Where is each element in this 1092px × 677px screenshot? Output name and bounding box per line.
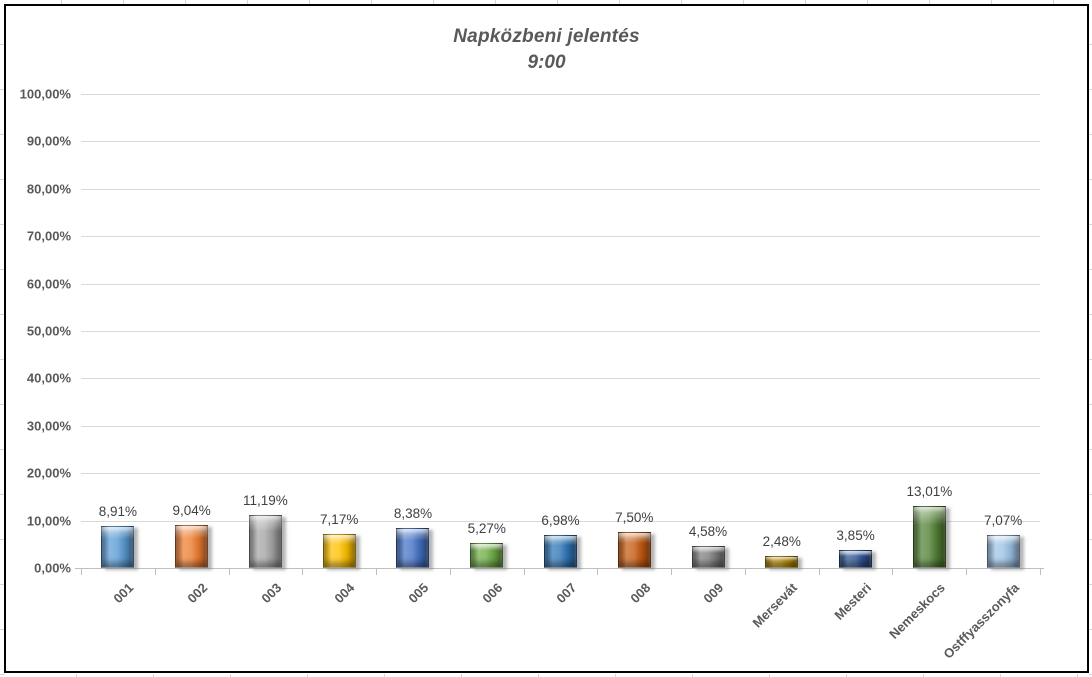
x-axis-tick <box>376 569 378 575</box>
gridline <box>81 378 1040 380</box>
data-label: 7,50% <box>615 510 654 526</box>
x-axis-category-label: 006 <box>479 580 506 606</box>
x-axis-category-label: Nemeskocs <box>886 580 948 642</box>
sheet-gridlines-bottom <box>0 674 1092 677</box>
x-axis-tick <box>154 569 156 575</box>
bar-001 <box>101 525 135 568</box>
x-axis-tick <box>302 569 304 575</box>
y-axis-tick-label: 30,00% <box>26 418 71 434</box>
y-axis-tick-label: 90,00% <box>26 133 71 149</box>
data-label: 2,48% <box>762 534 801 550</box>
sheet-gridlines-left <box>0 0 5 677</box>
y-axis-tick-label: 40,00% <box>26 370 71 386</box>
plot-area: 8,91% 9,04% 11,19% 7,17% 8,38% 5,27% 6,98% 7,50… <box>75 94 1044 575</box>
bar-005 <box>396 528 430 568</box>
data-label: 8,91% <box>98 503 138 519</box>
x-axis-category-label: 004 <box>331 580 358 606</box>
x-axis-category-label: 009 <box>700 580 727 606</box>
y-axis-tick-label: 20,00% <box>26 465 71 481</box>
gridline <box>81 473 1040 475</box>
bar-Mersevát <box>765 556 799 568</box>
gridline <box>81 141 1040 143</box>
x-axis-tick <box>228 569 230 575</box>
x-axis-tick <box>744 569 746 575</box>
x-axis-category-label: 007 <box>553 580 580 606</box>
bar-007 <box>544 534 577 568</box>
x-axis-tick <box>81 569 82 575</box>
y-axis-tick-label: 50,00% <box>26 323 71 339</box>
x-axis-category-label: 003 <box>258 580 285 606</box>
bar-004 <box>322 534 356 568</box>
x-axis-tick <box>597 569 599 575</box>
data-label: 9,04% <box>172 503 211 519</box>
gridline <box>81 520 1040 522</box>
y-axis-tick-label: 70,00% <box>26 228 71 244</box>
data-label: 3,85% <box>836 527 875 543</box>
gridline <box>81 94 1040 95</box>
sheet-gridlines-top <box>0 0 1092 5</box>
x-axis-tick <box>1040 569 1041 575</box>
x-axis-labels: 001 002 003 004 005 006 007 008 009 Mersevát Meste… <box>81 568 1040 668</box>
x-axis-tick <box>671 569 673 575</box>
bar-Ostffyasszonyfa <box>986 534 1020 568</box>
y-axis-tick-label: 100,00% <box>19 86 71 102</box>
x-axis-category-label: Ostffyasszonyfa <box>940 580 1022 662</box>
bar-Mesteri <box>839 549 873 568</box>
y-axis-tick-label: 80,00% <box>26 181 71 197</box>
bar-006 <box>470 543 504 568</box>
data-label: 5,27% <box>467 521 506 537</box>
chart-title: Napközbeni jelentés <box>453 26 640 47</box>
bar-Nemeskocs <box>912 506 946 568</box>
data-label: 8,38% <box>393 506 433 522</box>
gridline <box>81 188 1040 190</box>
gridline <box>81 283 1040 285</box>
x-axis-category-label: 005 <box>405 580 432 606</box>
x-axis-line <box>75 568 1044 569</box>
x-axis-tick <box>818 569 820 575</box>
x-axis-tick <box>892 569 894 575</box>
x-axis-category-label: 002 <box>184 580 211 606</box>
gridline <box>81 425 1040 427</box>
x-axis-category-label: 001 <box>110 580 137 606</box>
gridline <box>81 236 1040 238</box>
bar-002 <box>175 525 209 568</box>
data-label: 7,07% <box>983 512 1023 528</box>
x-axis-tick <box>523 569 525 575</box>
x-axis-tick <box>966 569 968 575</box>
data-label: 11,19% <box>243 492 288 508</box>
x-axis-category-label: 008 <box>626 580 653 606</box>
chart-title-block: Napközbeni jelentés 9:00 <box>6 24 1087 76</box>
y-axis-tick-label: 10,00% <box>26 513 71 529</box>
x-axis-tick <box>449 569 451 575</box>
chart-object: Napközbeni jelentés 9:00 100,00% 90,00% 80… <box>4 4 1089 673</box>
bar-009 <box>691 546 725 568</box>
bar-008 <box>617 532 651 568</box>
y-axis-tick-label: 0,00% <box>34 560 71 576</box>
y-axis-tick-label: 60,00% <box>26 276 71 292</box>
bar-003 <box>248 514 282 568</box>
x-axis-category-label: Mersevát <box>749 580 801 631</box>
chart-subtitle: 9:00 <box>527 52 566 73</box>
sheet-gridlines-right <box>1089 0 1092 677</box>
data-label: 6,98% <box>541 512 580 528</box>
data-label: 4,58% <box>688 524 728 540</box>
data-label: 7,17% <box>320 512 359 528</box>
gridline <box>81 331 1040 332</box>
x-axis-category-label: Mesteri <box>831 580 875 623</box>
y-axis-labels: 100,00% 90,00% 80,00% 70,00% 60,00% 50,00% 40,… <box>6 87 71 576</box>
data-label: 13,01% <box>906 484 953 500</box>
